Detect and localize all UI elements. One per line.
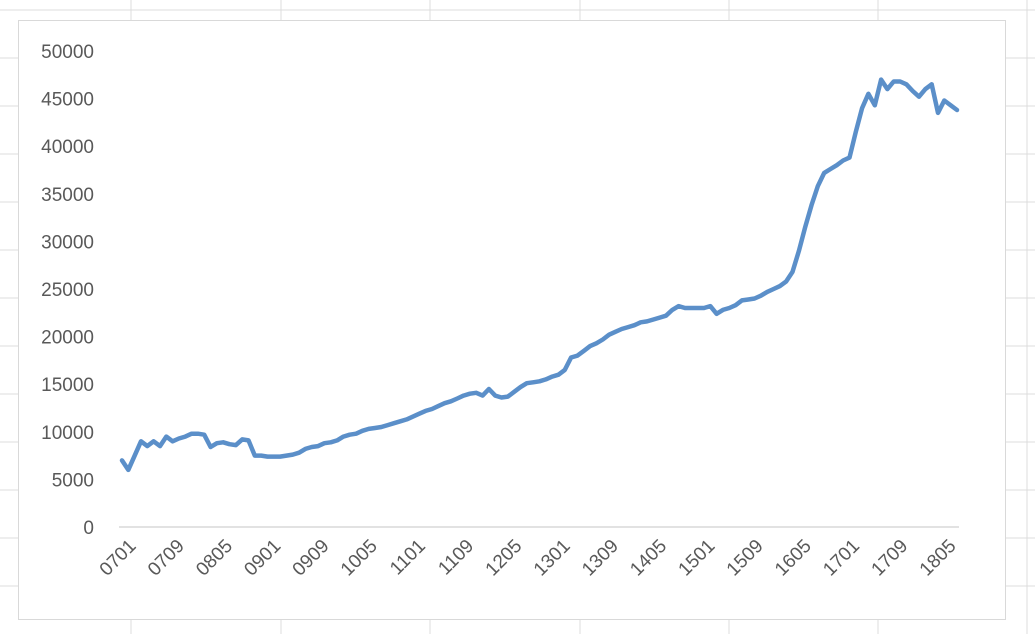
- x-tick-label: 0909: [289, 536, 334, 581]
- y-tick-label: 40000: [41, 137, 94, 158]
- x-tick-label: 0901: [240, 536, 285, 581]
- x-tick-label: 1509: [723, 536, 768, 581]
- x-tick-label: 1109: [434, 536, 478, 580]
- x-tick-label: 1301: [530, 536, 575, 581]
- series-line[interactable]: [119, 77, 960, 473]
- x-tick-label: 1501: [675, 536, 720, 581]
- x-tick-label: 0805: [192, 536, 237, 581]
- x-tick-label: 1701: [819, 536, 864, 581]
- line-chart: 0 5000 10000 15000 20000 25000 30000 35000 40000…: [41, 42, 961, 581]
- x-tick-label: 1709: [868, 536, 913, 581]
- x-tick-label: 1405: [626, 536, 671, 581]
- x-tick-label: 0701: [96, 536, 141, 581]
- y-tick-label: 45000: [41, 90, 94, 111]
- y-tick-label: 20000: [41, 328, 94, 349]
- x-tick-label: 0709: [144, 536, 189, 581]
- y-tick-label: 5000: [52, 470, 94, 491]
- y-tick-label: 0: [83, 518, 94, 539]
- x-tick-label: 1605: [771, 536, 816, 581]
- x-tick-label: 1005: [337, 536, 382, 581]
- y-tick-label: 15000: [41, 375, 94, 396]
- x-tick-label: 1205: [482, 536, 527, 581]
- y-tick-label: 25000: [41, 280, 94, 301]
- x-axis: 0701 0709 0805 0901 0909 1005 1101 1109 1205 1301…: [96, 526, 961, 581]
- x-tick-label: 1805: [916, 536, 961, 581]
- chart-area[interactable]: 0 5000 10000 15000 20000 25000 30000 35000 40000…: [18, 20, 1006, 620]
- y-tick-label: 35000: [41, 185, 94, 206]
- x-tick-label: 1309: [578, 536, 623, 581]
- y-axis: 0 5000 10000 15000 20000 25000 30000 35000 40000…: [41, 42, 94, 539]
- y-tick-label: 30000: [41, 232, 94, 253]
- x-tick-label: 1101: [386, 536, 430, 580]
- y-tick-label: 10000: [41, 423, 94, 444]
- series-layer: [119, 77, 960, 473]
- y-tick-label: 50000: [41, 42, 94, 63]
